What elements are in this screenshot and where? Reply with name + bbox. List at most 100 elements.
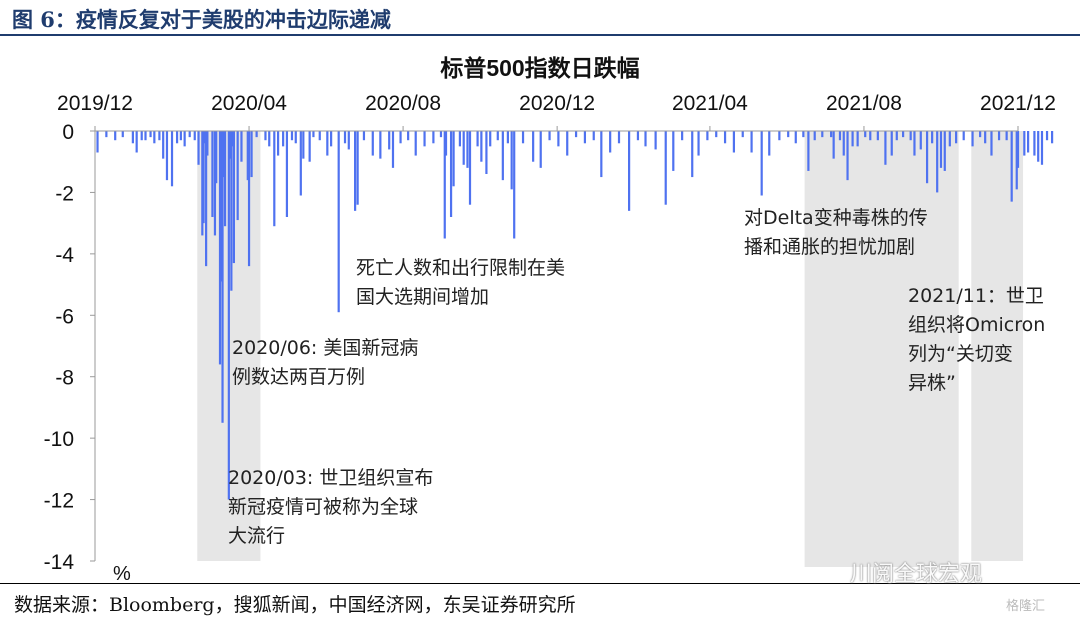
annotation: 2020/03: 世卫组织宣布新冠疫情可被称为全球大流行 (228, 467, 433, 547)
bar (439, 131, 443, 138)
bar (864, 131, 867, 138)
bar (144, 131, 147, 141)
bar (223, 131, 227, 227)
bar (628, 131, 631, 211)
bar (343, 131, 347, 144)
bar (96, 131, 99, 153)
figure-header: 图 6：疫情反复对于美股的冲击边际递减 (0, 0, 1080, 34)
bar (925, 131, 929, 184)
bar (162, 131, 165, 159)
y-tick-label: -14 (44, 551, 75, 574)
y-tick-label: -2 (55, 182, 74, 205)
x-tick-label: 2020/04 (211, 92, 287, 115)
bar (273, 131, 276, 227)
bar (452, 131, 455, 187)
x-tick-label: 2019/12 (57, 92, 133, 115)
bars (96, 131, 1054, 500)
annotation-line: 异株” (908, 372, 956, 394)
bar (356, 131, 359, 205)
bar (1005, 131, 1008, 141)
watermark-corner: 格隆汇 (1006, 598, 1046, 613)
bar (444, 131, 448, 156)
bar (391, 131, 395, 168)
bar (218, 131, 222, 365)
annotation-line: 列为“关切变 (908, 343, 1013, 365)
bar (884, 131, 887, 165)
bar (318, 131, 321, 141)
bar (388, 131, 391, 150)
bar (1040, 131, 1044, 165)
bar (1050, 131, 1054, 144)
bar (220, 131, 223, 282)
bar (636, 131, 640, 141)
bar (566, 131, 569, 156)
bar (895, 131, 898, 141)
bar (723, 131, 727, 144)
annotation-line: 国大选期间增加 (356, 286, 489, 308)
source-note: 数据来源：Bloomberg，搜狐新闻，中国经济网，东吴证券研究所 (14, 594, 576, 616)
bar (760, 131, 763, 196)
bar (121, 131, 124, 138)
annotation-line: 播和通胀的担忧加剧 (744, 236, 915, 258)
bar (462, 131, 465, 165)
annotation: 2021/11：世卫组织将Omicron 列为“关切变异株” (908, 285, 1045, 394)
bar (939, 131, 943, 168)
bar (955, 131, 958, 144)
bar (158, 131, 161, 141)
bar (846, 131, 849, 181)
bar (691, 131, 694, 178)
bar (851, 131, 854, 147)
annotation-line: 2021/11：世卫 (908, 285, 1044, 307)
annotation-line: 例数达两百万例 (232, 366, 365, 388)
bar (990, 131, 993, 156)
bar (183, 131, 186, 147)
bar (170, 131, 174, 187)
chart-title: 标普500指数日跌幅 (440, 55, 639, 81)
bar (750, 131, 753, 153)
bar (997, 131, 1001, 141)
bar (485, 131, 488, 174)
bar (672, 131, 675, 171)
bar (227, 131, 230, 500)
bar (548, 131, 551, 141)
bar (574, 131, 578, 138)
bar (583, 131, 587, 144)
annotation: 2020/06: 美国新冠病例数达两百万例 (232, 337, 418, 388)
bar (458, 131, 462, 147)
bar (221, 131, 224, 423)
header-rule (0, 34, 1080, 36)
annotation-line: 2020/06: 美国新冠病 (232, 337, 418, 359)
bar (876, 131, 879, 141)
bar (936, 131, 939, 193)
bar (644, 131, 647, 147)
bar (1015, 131, 1018, 190)
y-tick-label: -10 (44, 428, 74, 451)
bar (205, 131, 208, 267)
bar (414, 131, 417, 156)
bar (489, 131, 492, 147)
bar (432, 131, 435, 144)
bar (476, 131, 479, 147)
bar (175, 131, 179, 144)
bar (842, 131, 845, 156)
bar (354, 131, 357, 211)
figure-label: 图 6：疫情反复对于美股的冲击边际递减 (12, 7, 391, 32)
bar (308, 131, 311, 162)
bar (617, 131, 621, 144)
bar (984, 131, 987, 144)
x-axis: 2019/12 2020/04 2020/08 2020/12 2021/04 2021/… (57, 92, 1056, 131)
bar (794, 131, 797, 144)
annotation-line: 大流行 (228, 525, 285, 547)
bar (521, 131, 525, 144)
bar (496, 131, 499, 141)
bar (506, 131, 509, 144)
bar (830, 131, 833, 138)
bar (379, 131, 382, 159)
bar (802, 131, 805, 138)
bar (1045, 131, 1049, 141)
bar (1033, 131, 1036, 156)
bar (901, 131, 905, 138)
bar (197, 131, 200, 165)
annotation-line: 组织将Omicron (908, 314, 1045, 336)
bar (715, 131, 718, 138)
